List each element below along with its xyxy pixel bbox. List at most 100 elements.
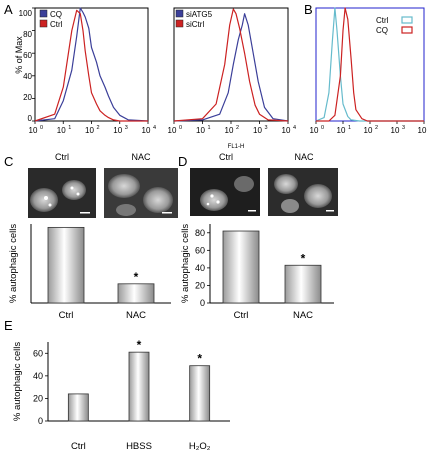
legend-label: Ctrl <box>376 16 389 25</box>
x-tick-exponent: 0 <box>321 125 324 131</box>
significance-marker: * <box>137 338 142 352</box>
x-tick-exponent: 2 <box>375 125 378 131</box>
bar-ctrl <box>222 230 260 304</box>
x-tick-label: 10 <box>29 126 38 135</box>
bar-h₂o₂ <box>189 365 211 422</box>
series-line-sictrl <box>173 8 289 122</box>
x-tick-label: NAC <box>126 310 146 321</box>
y-axis-label: % autophagic cells <box>12 342 23 421</box>
ytick-label: 20 <box>23 93 32 102</box>
x-tick-exponent: 4 <box>293 125 296 131</box>
bar-hbss <box>128 351 150 422</box>
x-tick-label: 10 <box>196 126 205 135</box>
x-tick-label: 10 <box>418 126 427 135</box>
significance-marker: * <box>134 270 139 284</box>
y-tick-label: 40 <box>33 371 43 381</box>
x-tick-label: 10 <box>168 126 177 135</box>
micrograph-label: NAC <box>294 152 314 162</box>
x-tick-label: Ctrl <box>234 310 249 321</box>
y-tick-label: 60 <box>33 348 43 358</box>
legend-swatch <box>175 19 184 28</box>
panel-letter-e: E <box>4 318 13 333</box>
micrograph-label: NAC <box>131 152 151 162</box>
x-tick-label: 10 <box>282 126 291 135</box>
x-tick-label: 10 <box>225 126 234 135</box>
bar-nac <box>117 283 155 304</box>
ytick-label: 80 <box>23 30 32 39</box>
x-tick-label: 10 <box>142 126 151 135</box>
x-tick-exponent: 0 <box>179 125 182 131</box>
ytick-label: 40 <box>23 72 32 81</box>
series-line-siatg5 <box>173 13 289 122</box>
micrograph-c-nac <box>104 168 178 218</box>
bar-nac <box>284 264 322 304</box>
legend-swatch <box>401 26 413 34</box>
x-tick-exponent: 4 <box>153 125 156 131</box>
chart-d: 0 20 40 60 80 % autophagic cells Ctrl NAC * <box>180 224 334 321</box>
legend-swatch <box>39 9 48 18</box>
x-tick-label: 10 <box>364 126 373 135</box>
x-tick-exponent: 2 <box>97 125 100 131</box>
x-tick-exponent: 1 <box>348 125 351 131</box>
x-tick-label: 10 <box>57 126 66 135</box>
x-tick-label: H₂O₂ <box>189 441 211 452</box>
bar-ctrl <box>47 226 85 304</box>
legend-label: CQ <box>376 26 388 35</box>
x-tick-exponent: 1 <box>208 125 211 131</box>
y-tick-label: 20 <box>195 280 205 290</box>
legend-swatch <box>175 9 184 18</box>
x-tick-label: 10 <box>391 126 400 135</box>
y-tick-label: 40 <box>195 263 205 273</box>
legend-label: siATG5 <box>186 10 213 19</box>
micrograph-label: Ctrl <box>219 152 233 162</box>
y-tick-label: 0 <box>200 298 205 308</box>
micrograph-label: Ctrl <box>55 152 69 162</box>
micrograph-d-nac <box>268 168 338 216</box>
series-line-cq <box>316 7 424 122</box>
legend-label: Ctrl <box>50 20 63 29</box>
ytick-label: 60 <box>23 51 32 60</box>
panel-letter-b: B <box>304 2 313 17</box>
micrograph-c-ctrl <box>28 168 96 218</box>
x-tick-label: HBSS <box>126 441 152 452</box>
y-axis-label: % autophagic cells <box>8 224 19 303</box>
x-tick-label: 10 <box>310 126 319 135</box>
panel-letter-c: C <box>4 154 13 169</box>
x-tick-exponent: 0 <box>40 125 43 131</box>
chart-c: % autophagic cells Ctrl NAC * <box>8 224 171 321</box>
legend-label: CQ <box>50 10 62 19</box>
micrograph-d-ctrl <box>190 168 260 216</box>
x-tick-exponent: 1 <box>68 125 71 131</box>
significance-marker: * <box>301 251 306 265</box>
legend-label: siCtrl <box>186 20 204 29</box>
bar-ctrl <box>67 393 89 422</box>
x-tick-exponent: 3 <box>402 125 405 131</box>
legend-swatch <box>401 16 413 24</box>
x-tick-label: 10 <box>85 126 94 135</box>
panel-a-yticks: 0 20 40 60 80 100 <box>19 9 33 123</box>
y-tick-label: 20 <box>33 393 43 403</box>
x-tick-label: Ctrl <box>59 310 74 321</box>
x-tick-label: 10 <box>113 126 122 135</box>
panel-a-xlabel: FL1-H <box>228 144 245 150</box>
y-tick-label: 80 <box>195 228 205 238</box>
panel-a-ylabel: % of Max <box>14 36 24 74</box>
x-tick-exponent: 3 <box>125 125 128 131</box>
panel-letter-d: D <box>178 154 187 169</box>
series-line-ctrl <box>34 9 148 122</box>
x-tick-label: 10 <box>337 126 346 135</box>
y-axis-label: % autophagic cells <box>180 224 191 303</box>
legend-swatch <box>39 19 48 28</box>
series-line-ctrl <box>315 7 424 122</box>
chart-b: 100101102103104CtrlCQ <box>310 7 427 135</box>
x-tick-label: 10 <box>253 126 262 135</box>
x-tick-label: Ctrl <box>71 441 86 452</box>
series-line-cq <box>34 7 149 122</box>
panel-letter-a: A <box>4 2 13 17</box>
y-tick-label: 0 <box>38 416 43 426</box>
ytick-label: 0 <box>28 114 33 123</box>
significance-marker: * <box>197 352 202 366</box>
x-tick-exponent: 2 <box>236 125 239 131</box>
